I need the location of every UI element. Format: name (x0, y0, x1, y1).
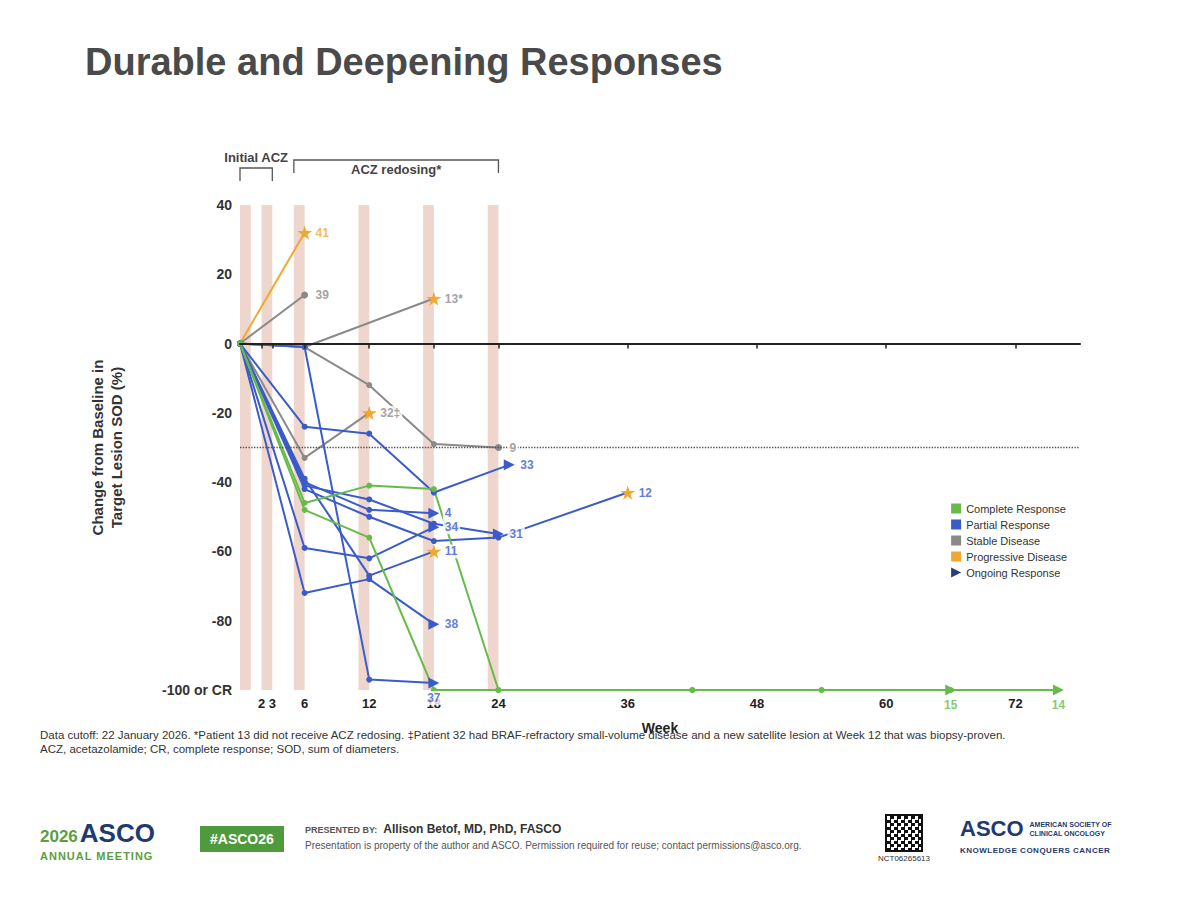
svg-text:40: 40 (216, 197, 232, 213)
svg-text:Initial ACZ: Initial ACZ (224, 150, 288, 165)
svg-text:-60: -60 (212, 543, 232, 559)
svg-text:ACZ redosing*: ACZ redosing* (351, 162, 442, 177)
svg-text:72: 72 (1008, 696, 1022, 711)
svg-text:12: 12 (362, 696, 376, 711)
svg-text:Stable Disease: Stable Disease (966, 535, 1040, 547)
svg-text:37: 37 (427, 691, 441, 705)
svg-text:34: 34 (445, 520, 459, 534)
svg-text:0: 0 (224, 336, 232, 352)
svg-text:11: 11 (445, 544, 458, 558)
svg-text:13*: 13* (445, 292, 463, 306)
svg-text:12: 12 (639, 486, 653, 500)
svg-text:14: 14 (1052, 698, 1066, 712)
svg-text:60: 60 (879, 696, 893, 711)
svg-text:31: 31 (509, 527, 523, 541)
svg-text:4: 4 (445, 506, 452, 520)
svg-text:20: 20 (216, 266, 232, 282)
svg-text:Durable and Deepening Response: Durable and Deepening Responses (85, 41, 723, 83)
svg-text:3: 3 (269, 696, 276, 711)
svg-text:39: 39 (316, 288, 330, 302)
svg-text:36: 36 (620, 696, 634, 711)
svg-text:24: 24 (491, 696, 506, 711)
svg-text:2: 2 (258, 696, 265, 711)
svg-text:48: 48 (750, 696, 764, 711)
svg-text:41: 41 (316, 226, 330, 240)
svg-text:9: 9 (509, 441, 516, 455)
svg-text:-80: -80 (212, 613, 232, 629)
svg-text:-20: -20 (212, 405, 232, 421)
svg-text:38: 38 (445, 617, 459, 631)
svg-text:6: 6 (301, 696, 308, 711)
svg-text:32‡: 32‡ (380, 406, 400, 420)
svg-text:Change from Baseline in: Change from Baseline in (89, 360, 106, 536)
svg-text:Ongoing Response: Ongoing Response (966, 567, 1060, 579)
svg-text:33: 33 (520, 458, 534, 472)
svg-text:-100 or CR: -100 or CR (162, 682, 232, 698)
svg-text:Complete Response: Complete Response (966, 503, 1066, 515)
svg-text:15: 15 (944, 698, 958, 712)
svg-text:-40: -40 (212, 474, 232, 490)
svg-text:Target Lesion SOD (%): Target Lesion SOD (%) (108, 367, 125, 528)
svg-text:Partial Response: Partial Response (966, 519, 1050, 531)
svg-text:Progressive Disease: Progressive Disease (966, 551, 1067, 563)
